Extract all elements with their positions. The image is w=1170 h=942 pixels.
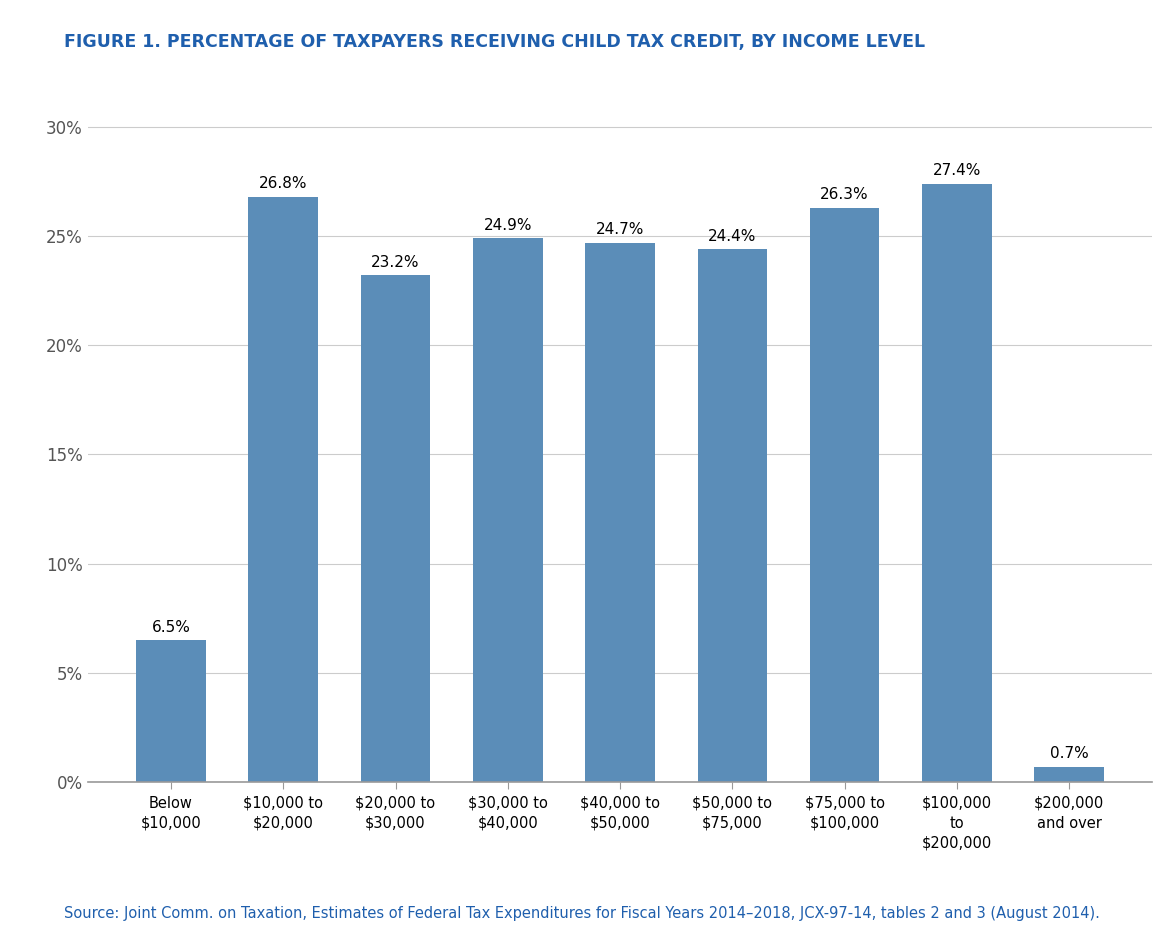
- Bar: [585, 243, 655, 782]
- Bar: [922, 184, 992, 782]
- Bar: [810, 208, 880, 782]
- Bar: [360, 275, 431, 782]
- Bar: [697, 250, 768, 782]
- Text: FIGURE 1. PERCENTAGE OF TAXPAYERS RECEIVING CHILD TAX CREDIT, BY INCOME LEVEL: FIGURE 1. PERCENTAGE OF TAXPAYERS RECEIV…: [64, 33, 925, 51]
- Text: 6.5%: 6.5%: [152, 620, 191, 635]
- Bar: [136, 640, 206, 782]
- Bar: [1034, 767, 1104, 782]
- Text: 26.8%: 26.8%: [259, 176, 308, 191]
- Bar: [473, 238, 543, 782]
- Text: 23.2%: 23.2%: [371, 255, 420, 270]
- Text: Source: Joint Comm. on Taxation, Estimates of Federal Tax Expenditures for Fisca: Source: Joint Comm. on Taxation, Estimat…: [64, 906, 1100, 921]
- Text: 24.9%: 24.9%: [483, 218, 532, 233]
- Bar: [248, 197, 318, 782]
- Text: 24.4%: 24.4%: [708, 229, 757, 244]
- Text: 27.4%: 27.4%: [932, 163, 982, 178]
- Text: 24.7%: 24.7%: [596, 222, 645, 237]
- Text: 26.3%: 26.3%: [820, 187, 869, 203]
- Text: 0.7%: 0.7%: [1049, 746, 1088, 761]
